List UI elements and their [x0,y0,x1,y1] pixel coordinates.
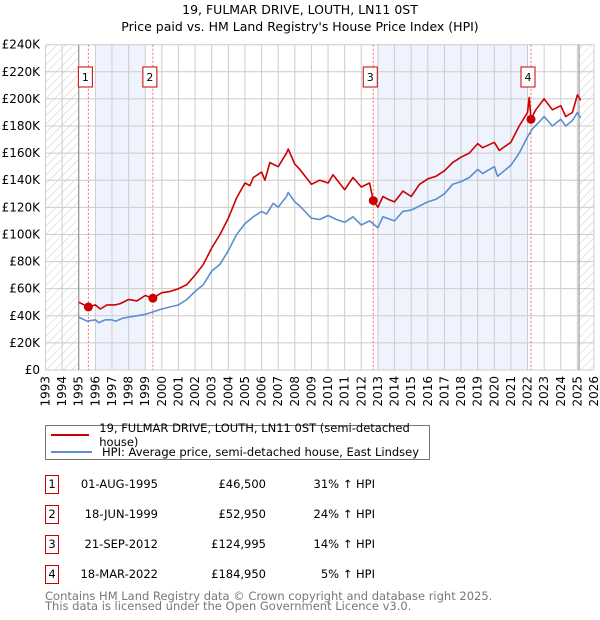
y-tick-label: £0 [25,363,40,377]
x-tick-label: 2020 [487,376,501,407]
legend-item-hpi: HPI: Average price, semi-detached house,… [51,444,419,460]
x-tick-label: 2006 [255,376,269,407]
x-tick-label: 2013 [371,376,385,407]
x-tick-label: 2000 [155,376,169,407]
x-tick-label: 2002 [188,376,202,407]
sale-price: £52,950 [218,507,266,521]
sale-date: 21-SEP-2012 [84,537,158,551]
y-tick-label: £160K [2,146,42,160]
x-tick-label: 2008 [288,376,302,407]
legend-label-property: 19, FULMAR DRIVE, LOUTH, LN11 0ST (semi-… [99,421,410,449]
sale-number-badge: 1 [45,475,59,494]
sale-number-box [362,66,378,88]
x-tick-label: 2023 [537,376,551,407]
x-tick-label: 2025 [570,376,584,407]
x-tick-label: 2009 [304,376,318,407]
x-tick-label: 2004 [221,376,235,407]
x-tick-label: 1997 [105,376,119,407]
table-row: 2 18-JUN-1999 £52,950 24% ↑ HPI [45,505,375,525]
x-tick-label: 2014 [388,376,402,407]
x-tick-label: 1995 [72,376,86,407]
sale-number-label: 4 [525,71,532,84]
legend-swatch-hpi [51,451,92,453]
sale-point-marker [148,293,158,303]
x-tick-label: 1998 [122,376,136,407]
x-tick-label: 2011 [338,376,352,407]
property-price-line [78,94,582,310]
y-tick-label: £20K [9,336,41,350]
sale-hpi-diff: 31% ↑ HPI [313,477,375,491]
sale-number-badge: 3 [45,535,59,554]
sale-number-label: 3 [367,71,374,84]
y-tick-label: £80K [9,255,41,269]
table-row: 4 18-MAR-2022 £184,950 5% ↑ HPI [45,565,375,585]
sale-hpi-diff: 14% ↑ HPI [313,537,375,551]
sale-date: 18-MAR-2022 [80,567,158,581]
sale-price: £184,950 [211,567,266,581]
x-tick-label: 2016 [421,376,435,407]
sale-date: 01-AUG-1995 [80,477,158,491]
sale-number-box [142,66,158,88]
x-tick-label: 2001 [171,376,185,407]
x-tick-label: 2015 [404,376,418,407]
y-tick-label: £120K [2,200,42,214]
sale-number-box [520,66,536,88]
chart-title-subtitle: Price paid vs. HM Land Registry's House … [121,19,479,34]
footer-copyright: Contains HM Land Registry data © Crown c… [45,589,493,603]
sale-hpi-diff: 5% ↑ HPI [320,567,375,581]
x-tick-label: 1994 [55,376,69,407]
sale-price: £46,500 [218,477,266,491]
y-tick-label: £200K [2,92,42,106]
sale-hpi-diff: 24% ↑ HPI [313,507,375,521]
x-tick-label: 1999 [138,376,152,407]
legend-label-hpi: HPI: Average price, semi-detached house,… [102,445,420,459]
legend-swatch-property [51,434,90,436]
table-row: 3 21-SEP-2012 £124,995 14% ↑ HPI [45,535,375,555]
legend-item-property: 19, FULMAR DRIVE, LOUTH, LN11 0ST (semi-… [51,421,429,449]
chart-title-address: 19, FULMAR DRIVE, LOUTH, LN11 0ST [182,2,418,17]
sale-date: 18-JUN-1999 [84,507,158,521]
x-tick-label: 2026 [587,376,600,407]
table-row: 1 01-AUG-1995 £46,500 31% ↑ HPI [45,475,375,495]
sale-number-badge: 2 [45,505,59,524]
y-tick-label: £40K [9,309,41,323]
y-tick-label: £240K [2,38,42,52]
x-tick-label: 2010 [321,376,335,407]
x-tick-label: 2005 [238,376,252,407]
x-tick-label: 2007 [271,376,285,407]
x-tick-label: 2019 [471,376,485,407]
x-tick-label: 1993 [39,376,53,407]
x-tick-label: 2018 [454,376,468,407]
x-tick-label: 2022 [521,376,535,407]
x-tick-label: 2017 [437,376,451,407]
sale-price: £124,995 [211,537,266,551]
x-tick-label: 1996 [88,376,102,407]
y-tick-label: £100K [2,227,42,241]
sale-number-label: 2 [146,71,153,84]
x-tick-label: 2012 [354,376,368,407]
sale-point-marker [83,302,93,312]
hpi-series-line [78,111,582,324]
chart-legend: 19, FULMAR DRIVE, LOUTH, LN11 0ST (semi-… [45,421,430,460]
sale-point-marker [368,196,378,206]
y-tick-label: £180K [2,119,42,133]
sale-number-box [77,66,93,88]
price-chart: 1993 1994 1995 1996 1997 1998 1999 2000 2001 2002… [2,38,600,407]
y-tick-label: £60K [9,282,41,296]
footer-licence: This data is licensed under the Open Gov… [45,599,412,613]
x-tick-label: 2003 [205,376,219,407]
sale-number-badge: 4 [45,565,59,584]
y-tick-label: £220K [2,65,42,79]
sale-point-marker [526,114,536,124]
x-tick-label: 2021 [504,376,518,407]
x-tick-label: 2024 [554,376,568,407]
sale-number-label: 1 [82,71,89,84]
y-tick-label: £140K [2,173,42,187]
